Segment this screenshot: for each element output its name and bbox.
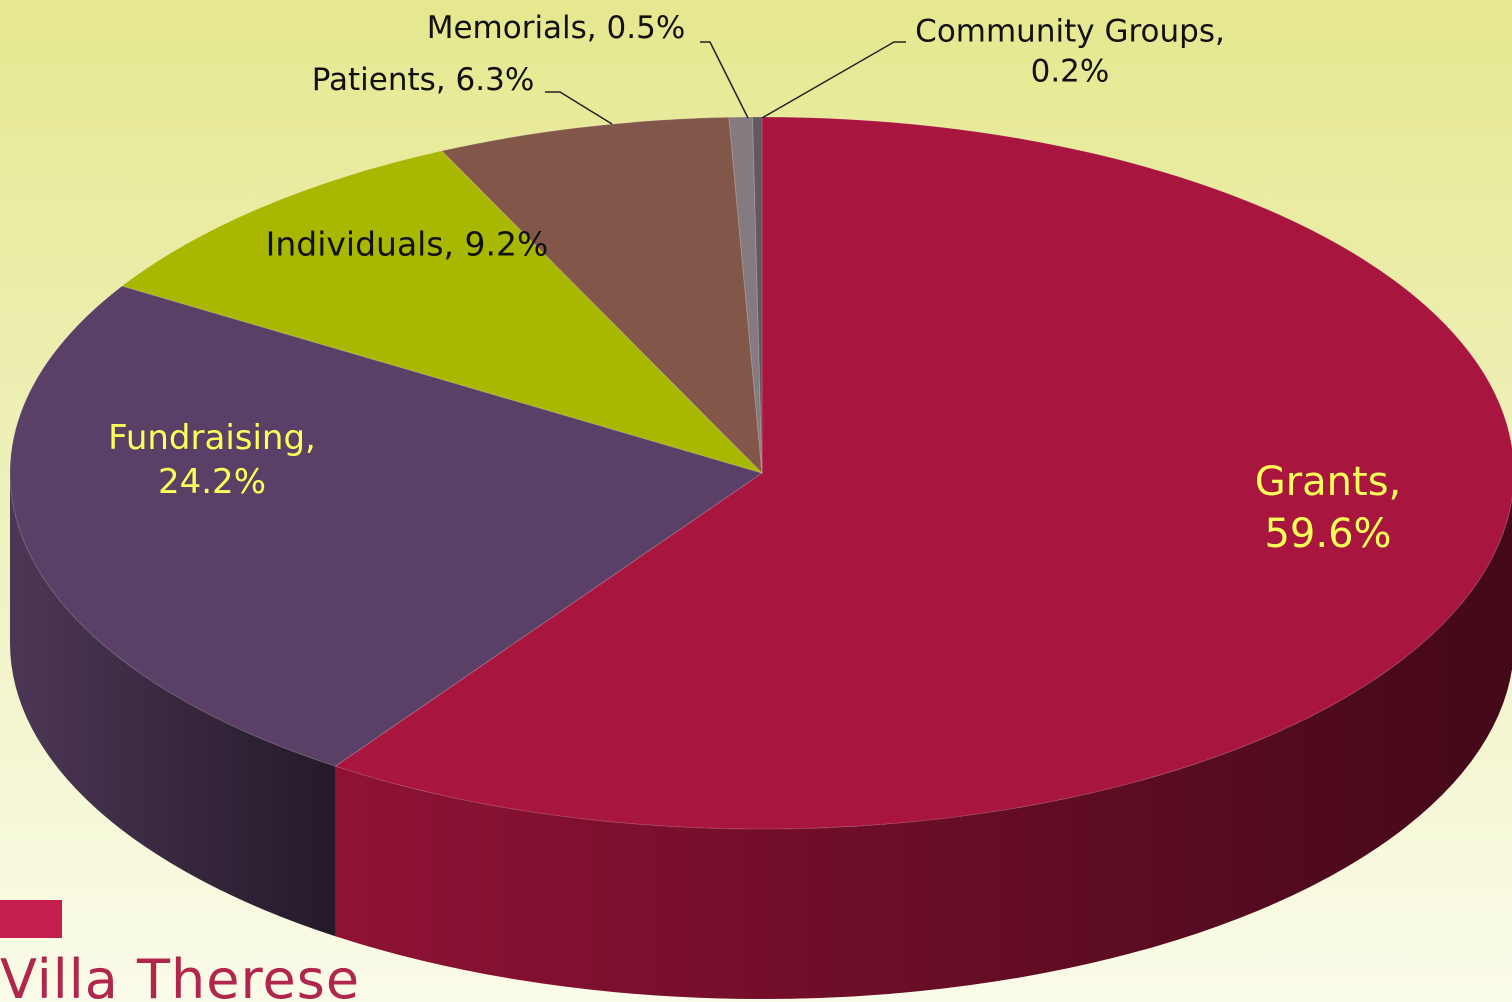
data-label: Community Groups, 0.2% [915,13,1225,90]
slice [728,116,763,474]
slice-side-shade [335,498,1512,1000]
leader-line [761,41,906,119]
data-label: Memorials, 0.5% [426,9,686,46]
slice [121,150,763,474]
slice [440,116,763,475]
slice-side-shade [9,473,336,937]
logo-mark [0,900,62,938]
data-label: Patients, 6.3% [311,61,535,98]
slice [334,116,1512,830]
slice [9,285,764,767]
data-label: Grants, 59.6% [1254,459,1402,557]
leader-line [545,91,613,125]
logo-text: Villa Therese [0,948,361,1002]
slice [752,116,763,474]
leader-line [700,41,749,119]
data-label: Individuals, 9.2% [265,224,549,264]
data-label: Fundraising, 24.2% [108,417,316,502]
